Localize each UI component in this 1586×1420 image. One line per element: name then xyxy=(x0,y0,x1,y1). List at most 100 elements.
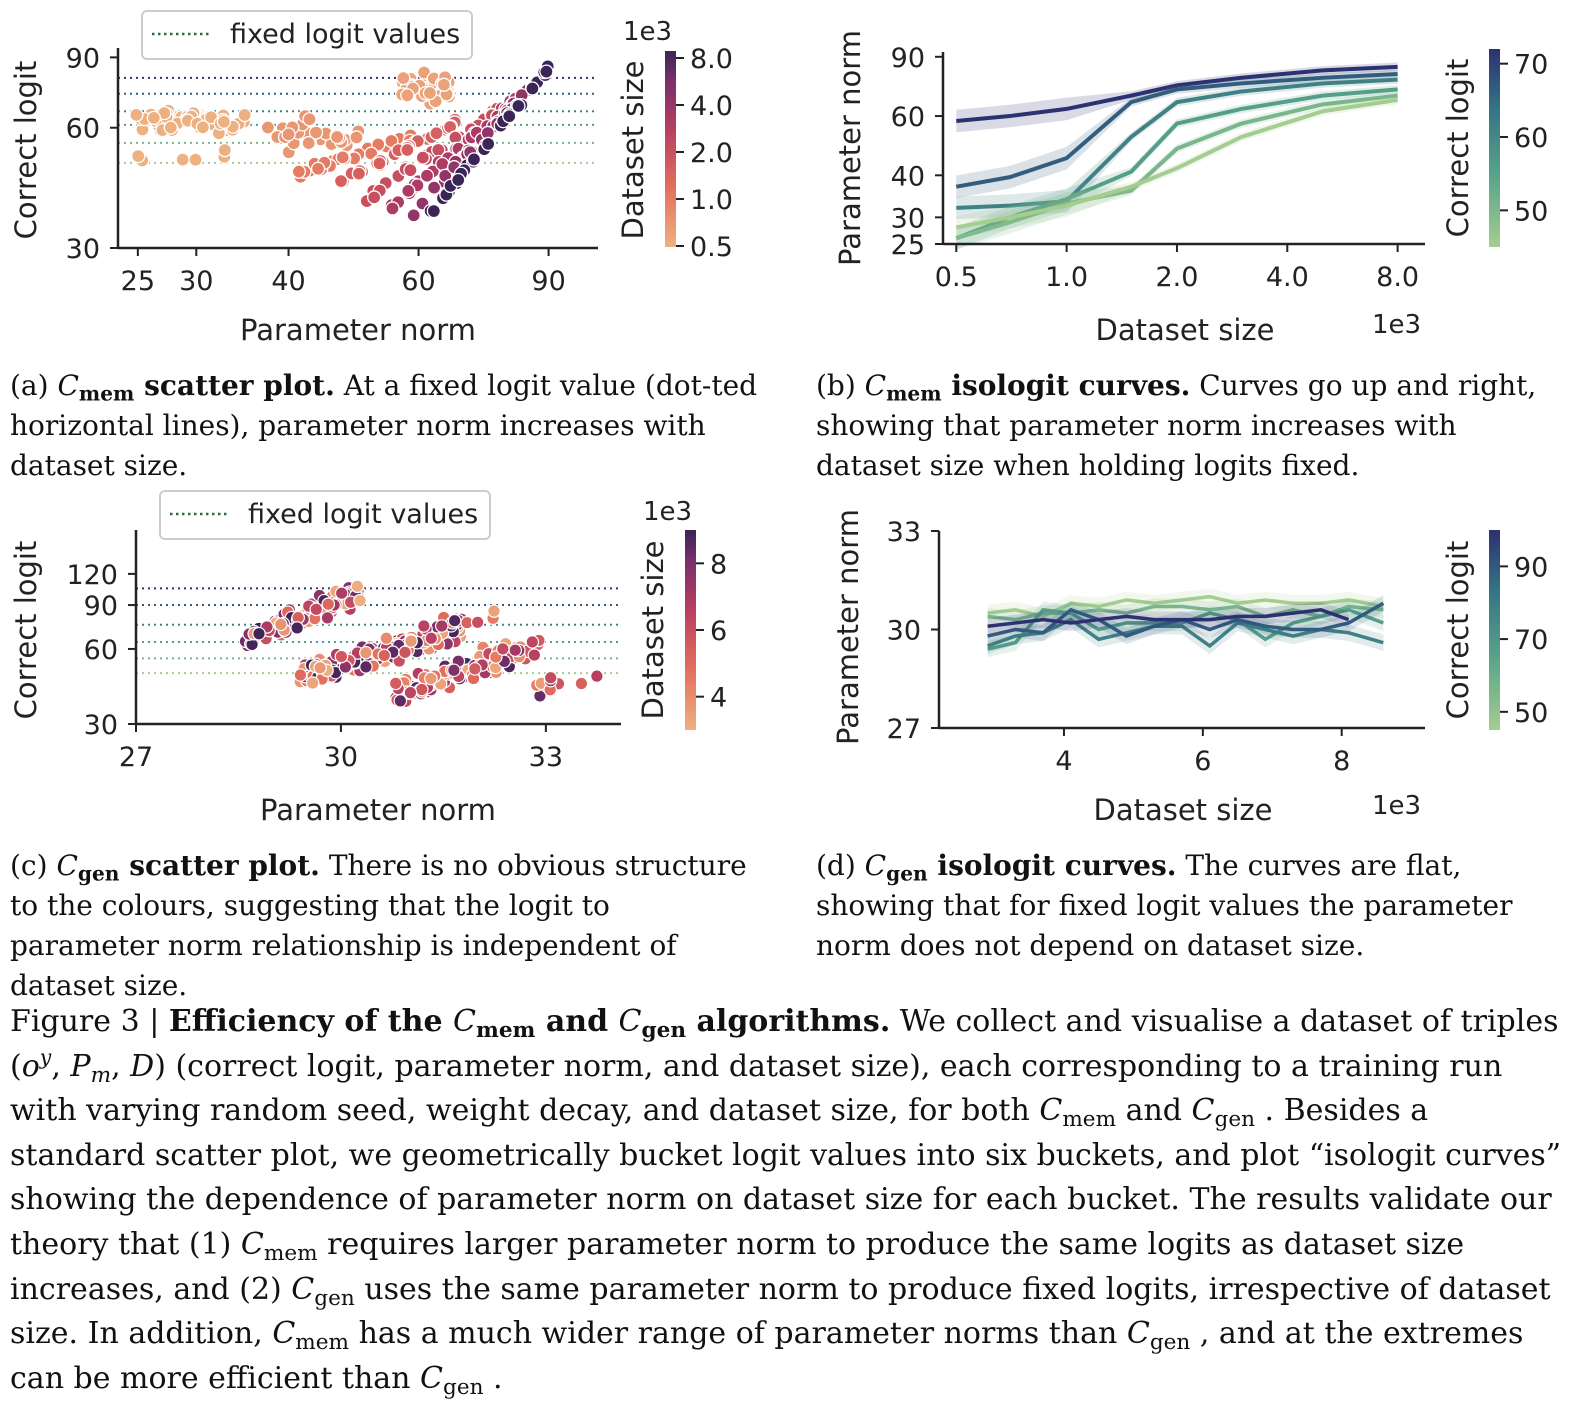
chart-d-xtick-label: 4 xyxy=(1055,746,1072,777)
chart-a-point xyxy=(349,130,364,145)
chart-b-ytick-label: 30 xyxy=(891,203,925,234)
chart-c-xtick-label: 30 xyxy=(324,742,358,773)
chart-b-xtick-label: 8.0 xyxy=(1376,262,1419,293)
chart-c-point xyxy=(305,676,320,690)
chart-a-colorbar-tick-label: 0.5 xyxy=(690,232,733,263)
chart-c-colorbar-exponent: 1e3 xyxy=(643,497,692,527)
chart-b-series-line xyxy=(955,72,1398,189)
chart-b-x-exponent: 1e3 xyxy=(1372,310,1421,340)
chart-d-colorbar: Correct logit 90 70 50 xyxy=(1441,530,1548,730)
chart-a-colorbar-tick-label: 4.0 xyxy=(690,91,733,122)
chart-b-colorbar-tick-label: 60 xyxy=(1514,123,1548,154)
chart-b-ytick-label: 40 xyxy=(891,161,925,192)
chart-d-series-line xyxy=(987,604,1384,622)
chart-a-point xyxy=(372,156,387,171)
chart-d-colorbar-tick-label: 50 xyxy=(1514,698,1548,729)
chart-a-colorbar-tick-label: 8.0 xyxy=(690,44,733,75)
chart-b-xlabel: Dataset size xyxy=(1095,313,1274,347)
chart-b-ylabel: Parameter norm xyxy=(833,30,867,266)
chart-c-point xyxy=(309,602,324,617)
chart-c-point xyxy=(487,604,501,618)
chart-a-ytick-label: 60 xyxy=(66,114,100,145)
chart-a-point xyxy=(335,150,350,165)
chart-a-point xyxy=(422,85,438,101)
chart-d-ytick-label: 33 xyxy=(887,517,921,548)
chart-c-point xyxy=(359,660,373,674)
chart-c-point xyxy=(403,685,418,700)
chart-c-point xyxy=(508,643,523,658)
chart-a-point xyxy=(163,120,178,135)
figure-caption: Figure 3 | Efficiency of the Cmem and Cg… xyxy=(10,1004,1562,1400)
chart-c-point xyxy=(377,648,392,663)
chart-a-point xyxy=(367,190,382,205)
chart-c-point xyxy=(293,668,308,682)
chart-c-xlabel: Parameter norm xyxy=(260,793,496,827)
chart-d-colorbar-tick-label: 70 xyxy=(1514,625,1548,656)
chart-c-ylabel: Correct logit xyxy=(9,541,43,720)
chart-a-colorbar-label: Dataset size xyxy=(616,60,650,239)
chart-c-point xyxy=(468,662,482,676)
chart-c-point xyxy=(404,634,418,648)
chart-a-point xyxy=(451,172,466,188)
chart-a-scatter: 25 30 40 60 90 30 60 90 fixed logit values Para… xyxy=(9,10,733,347)
chart-c-legend-label: fixed logit values xyxy=(248,499,478,530)
chart-b-band xyxy=(956,85,1398,250)
chart-a-point xyxy=(403,163,418,178)
chart-b-colorbar: Correct logit 70 60 50 xyxy=(1441,49,1548,247)
chart-a-xlabel: Parameter norm xyxy=(240,313,476,347)
chart-a-xtick-label: 30 xyxy=(179,266,213,297)
chart-c-point xyxy=(388,676,403,691)
chart-a-point xyxy=(308,125,324,140)
chart-b-band xyxy=(956,91,1398,250)
chart-c-point xyxy=(334,586,349,600)
chart-a-point xyxy=(281,127,296,142)
chart-c-point xyxy=(527,648,542,662)
chart-a-point xyxy=(525,81,540,96)
chart-c-point xyxy=(434,619,449,633)
chart-b-ytick-label: 60 xyxy=(891,102,925,133)
chart-d-isologit: 4 6 8 27 30 33 Dataset size 1e3 Parameter nor… xyxy=(831,509,1548,827)
chart-c-point xyxy=(424,631,439,646)
chart-a-point xyxy=(426,180,442,195)
chart-c-point xyxy=(393,694,408,708)
chart-a-xtick-label: 40 xyxy=(271,266,305,297)
chart-c-point xyxy=(496,642,510,656)
chart-c-point xyxy=(313,661,327,675)
chart-c-point xyxy=(447,663,461,678)
chart-a-xtick-label: 25 xyxy=(121,266,155,297)
chart-a-point xyxy=(333,173,349,189)
chart-b-band xyxy=(956,69,1398,198)
chart-a-point xyxy=(260,120,276,135)
chart-c-colorbar-label: Dataset size xyxy=(636,540,670,719)
chart-a-point xyxy=(216,114,232,130)
chart-c-ytick-label: 120 xyxy=(66,560,118,591)
chart-a-point xyxy=(329,129,345,145)
chart-c-point xyxy=(320,611,335,625)
chart-a-point xyxy=(466,152,482,167)
chart-b-ytick-label: 25 xyxy=(891,230,925,261)
chart-c-point xyxy=(274,617,288,632)
chart-a-point xyxy=(415,150,430,165)
chart-c-point xyxy=(321,597,336,611)
chart-b-xtick-label: 0.5 xyxy=(935,262,978,293)
chart-c-point xyxy=(417,619,431,633)
chart-a-point xyxy=(146,110,162,126)
chart-a-point xyxy=(400,142,415,158)
chart-a-point xyxy=(129,107,144,123)
chart-a-point xyxy=(301,135,316,151)
chart-d-band xyxy=(987,598,1384,628)
chart-a-xtick-label: 90 xyxy=(531,266,565,297)
chart-a-point xyxy=(188,152,203,167)
chart-c-point xyxy=(353,593,367,608)
chart-a-point xyxy=(175,152,190,167)
chart-c-point xyxy=(543,670,558,685)
chart-c-point xyxy=(398,645,412,660)
chart-b-colorbar-tick-label: 70 xyxy=(1514,50,1548,81)
caption-b: (b) Cmem isologit curves. Curves go up a… xyxy=(816,369,1537,482)
chart-a-point xyxy=(436,77,452,92)
chart-b-series-line xyxy=(956,77,1398,210)
chart-d-series-line xyxy=(987,608,1350,628)
chart-a-point xyxy=(406,208,421,223)
chart-a-point xyxy=(400,88,415,103)
